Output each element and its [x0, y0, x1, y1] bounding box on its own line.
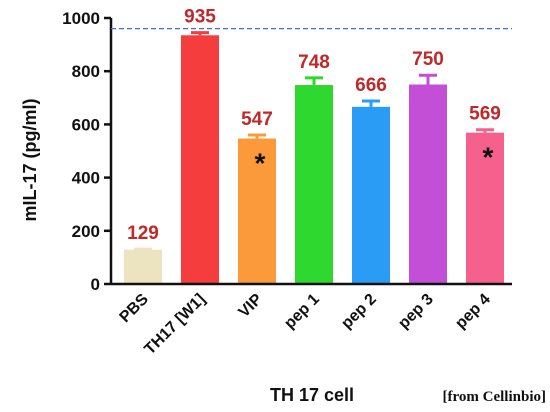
y-axis-title: mIL-17 (pg/ml): [20, 98, 40, 221]
bar-pep-1: [295, 85, 333, 284]
y-tick-label: 200: [72, 222, 100, 241]
value-label: 129: [127, 223, 159, 244]
value-label: 547: [241, 109, 273, 130]
y-tick-label: 600: [72, 115, 100, 134]
value-label: 569: [469, 104, 501, 125]
bar-vip: [238, 138, 276, 284]
x-tick-label: TH17 [W1]: [141, 291, 208, 358]
x-tick-label: pep 3: [395, 291, 437, 333]
value-label: 748: [298, 52, 330, 73]
bar-th17-w1: [181, 35, 219, 284]
y-tick-label: 400: [72, 169, 100, 188]
y-axis: 0 200 400 600 800 1000: [62, 9, 113, 294]
x-tick-label: VIP: [236, 291, 266, 321]
significance-star: *: [255, 147, 266, 178]
x-tick-label: PBS: [117, 291, 153, 327]
significance-star: *: [483, 142, 494, 173]
x-tick-label: pep 1: [281, 291, 323, 333]
value-label: 750: [412, 49, 444, 70]
bars: 129 935 547 * 748 666 750 569 *: [124, 7, 504, 285]
value-label: 666: [355, 75, 387, 96]
bar-pep-4: [466, 132, 504, 284]
y-tick-label: 1000: [62, 9, 100, 28]
x-tick-label: pep 2: [338, 291, 380, 333]
bar-pbs: [124, 249, 162, 284]
source-credit: [from Cellinbio]: [443, 389, 546, 405]
y-tick-label: 800: [72, 62, 100, 81]
value-label: 935: [184, 7, 216, 28]
y-tick-label: 0: [91, 275, 100, 294]
x-axis-title: TH 17 cell: [270, 385, 354, 405]
bar-pep-3: [409, 84, 447, 284]
x-tick-label: pep 4: [452, 291, 494, 333]
bar-pep-2: [352, 106, 390, 285]
